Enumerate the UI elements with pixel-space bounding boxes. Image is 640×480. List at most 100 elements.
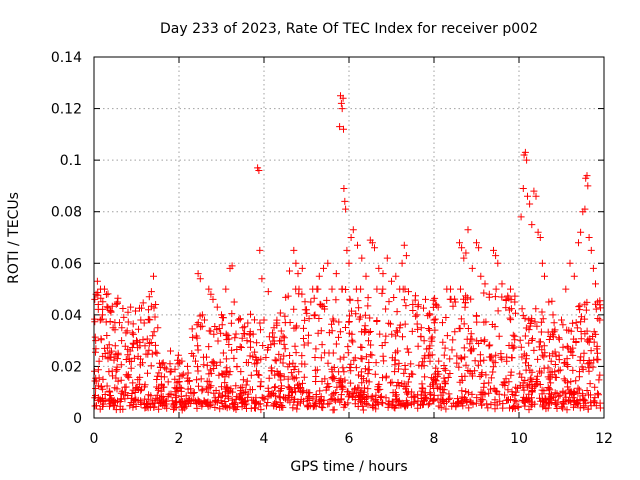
data-point: [247, 310, 254, 318]
data-point: [129, 401, 137, 409]
data-point: [321, 305, 329, 313]
data-point: [507, 316, 515, 324]
data-point: [139, 359, 146, 367]
data-point: [339, 364, 347, 372]
data-point: [577, 228, 585, 236]
data-point: [323, 296, 331, 304]
data-point: [579, 390, 587, 398]
data-point: [134, 396, 142, 404]
data-point: [547, 379, 555, 387]
data-point: [105, 368, 113, 376]
data-point: [342, 324, 349, 331]
data-point: [289, 359, 297, 367]
data-point: [131, 389, 139, 396]
data-point: [251, 360, 259, 368]
data-point: [395, 401, 403, 409]
data-point: [585, 364, 593, 372]
data-point: [460, 320, 468, 328]
data-point: [464, 226, 472, 234]
data-point: [257, 326, 264, 334]
data-point: [152, 301, 160, 308]
data-point: [479, 390, 487, 398]
data-point: [162, 365, 170, 373]
data-point: [589, 363, 597, 371]
data-point: [485, 290, 493, 298]
data-point: [548, 328, 556, 336]
data-point: [178, 372, 186, 380]
data-point: [382, 332, 390, 340]
data-point: [228, 346, 236, 354]
data-point: [111, 342, 119, 350]
data-point: [130, 354, 138, 362]
data-point: [270, 401, 278, 409]
data-point: [494, 259, 502, 267]
data-point: [351, 385, 358, 393]
data-point: [476, 357, 484, 365]
data-point: [347, 360, 355, 368]
data-point: [536, 381, 544, 388]
data-point: [306, 402, 314, 410]
data-point: [338, 385, 346, 393]
data-point: [422, 295, 429, 303]
data-point: [481, 280, 489, 288]
data-point: [527, 402, 535, 410]
data-point: [545, 298, 553, 306]
data-point: [563, 355, 571, 363]
data-point: [189, 389, 197, 397]
data-point: [592, 280, 599, 288]
data-point: [555, 356, 563, 364]
data-point: [596, 399, 604, 407]
data-point: [426, 399, 434, 407]
data-point: [336, 328, 344, 336]
data-point: [512, 398, 520, 406]
data-point: [491, 293, 499, 301]
data-point: [199, 385, 207, 393]
data-point: [458, 376, 466, 384]
data-point: [475, 340, 483, 347]
data-point: [420, 304, 427, 312]
data-point: [271, 384, 278, 392]
data-point: [563, 326, 571, 334]
data-point: [314, 329, 322, 337]
data-point: [95, 382, 103, 390]
data-point: [351, 354, 359, 362]
data-point: [352, 364, 360, 372]
data-point: [226, 368, 234, 376]
data-point: [527, 374, 535, 382]
data-point: [460, 295, 467, 303]
data-point: [331, 397, 339, 405]
data-point: [264, 288, 272, 296]
data-point: [561, 359, 569, 366]
data-point: [431, 300, 439, 308]
data-point: [536, 394, 543, 402]
data-point: [419, 358, 427, 366]
data-point: [145, 391, 153, 399]
data-point: [150, 403, 158, 411]
x-tick-label: 10: [510, 431, 528, 447]
data-point: [303, 306, 310, 314]
data-point: [559, 343, 567, 351]
data-point: [580, 349, 588, 357]
data-point: [213, 303, 221, 311]
data-point: [559, 388, 567, 396]
data-point: [92, 337, 100, 345]
data-point: [344, 343, 352, 351]
data-point: [262, 354, 270, 361]
data-point: [144, 350, 152, 358]
data-point: [539, 403, 547, 411]
data-point: [365, 359, 373, 366]
data-point: [573, 324, 581, 332]
data-point: [577, 353, 585, 361]
data-point: [169, 402, 177, 410]
data-point: [467, 295, 475, 303]
data-point: [321, 375, 329, 383]
data-point: [537, 369, 545, 377]
data-point: [104, 304, 112, 312]
data-point: [281, 345, 289, 353]
data-point: [538, 346, 546, 354]
data-point: [107, 392, 114, 399]
data-point: [437, 391, 445, 399]
data-point: [392, 332, 400, 340]
data-point: [329, 406, 337, 414]
data-point: [134, 352, 142, 360]
